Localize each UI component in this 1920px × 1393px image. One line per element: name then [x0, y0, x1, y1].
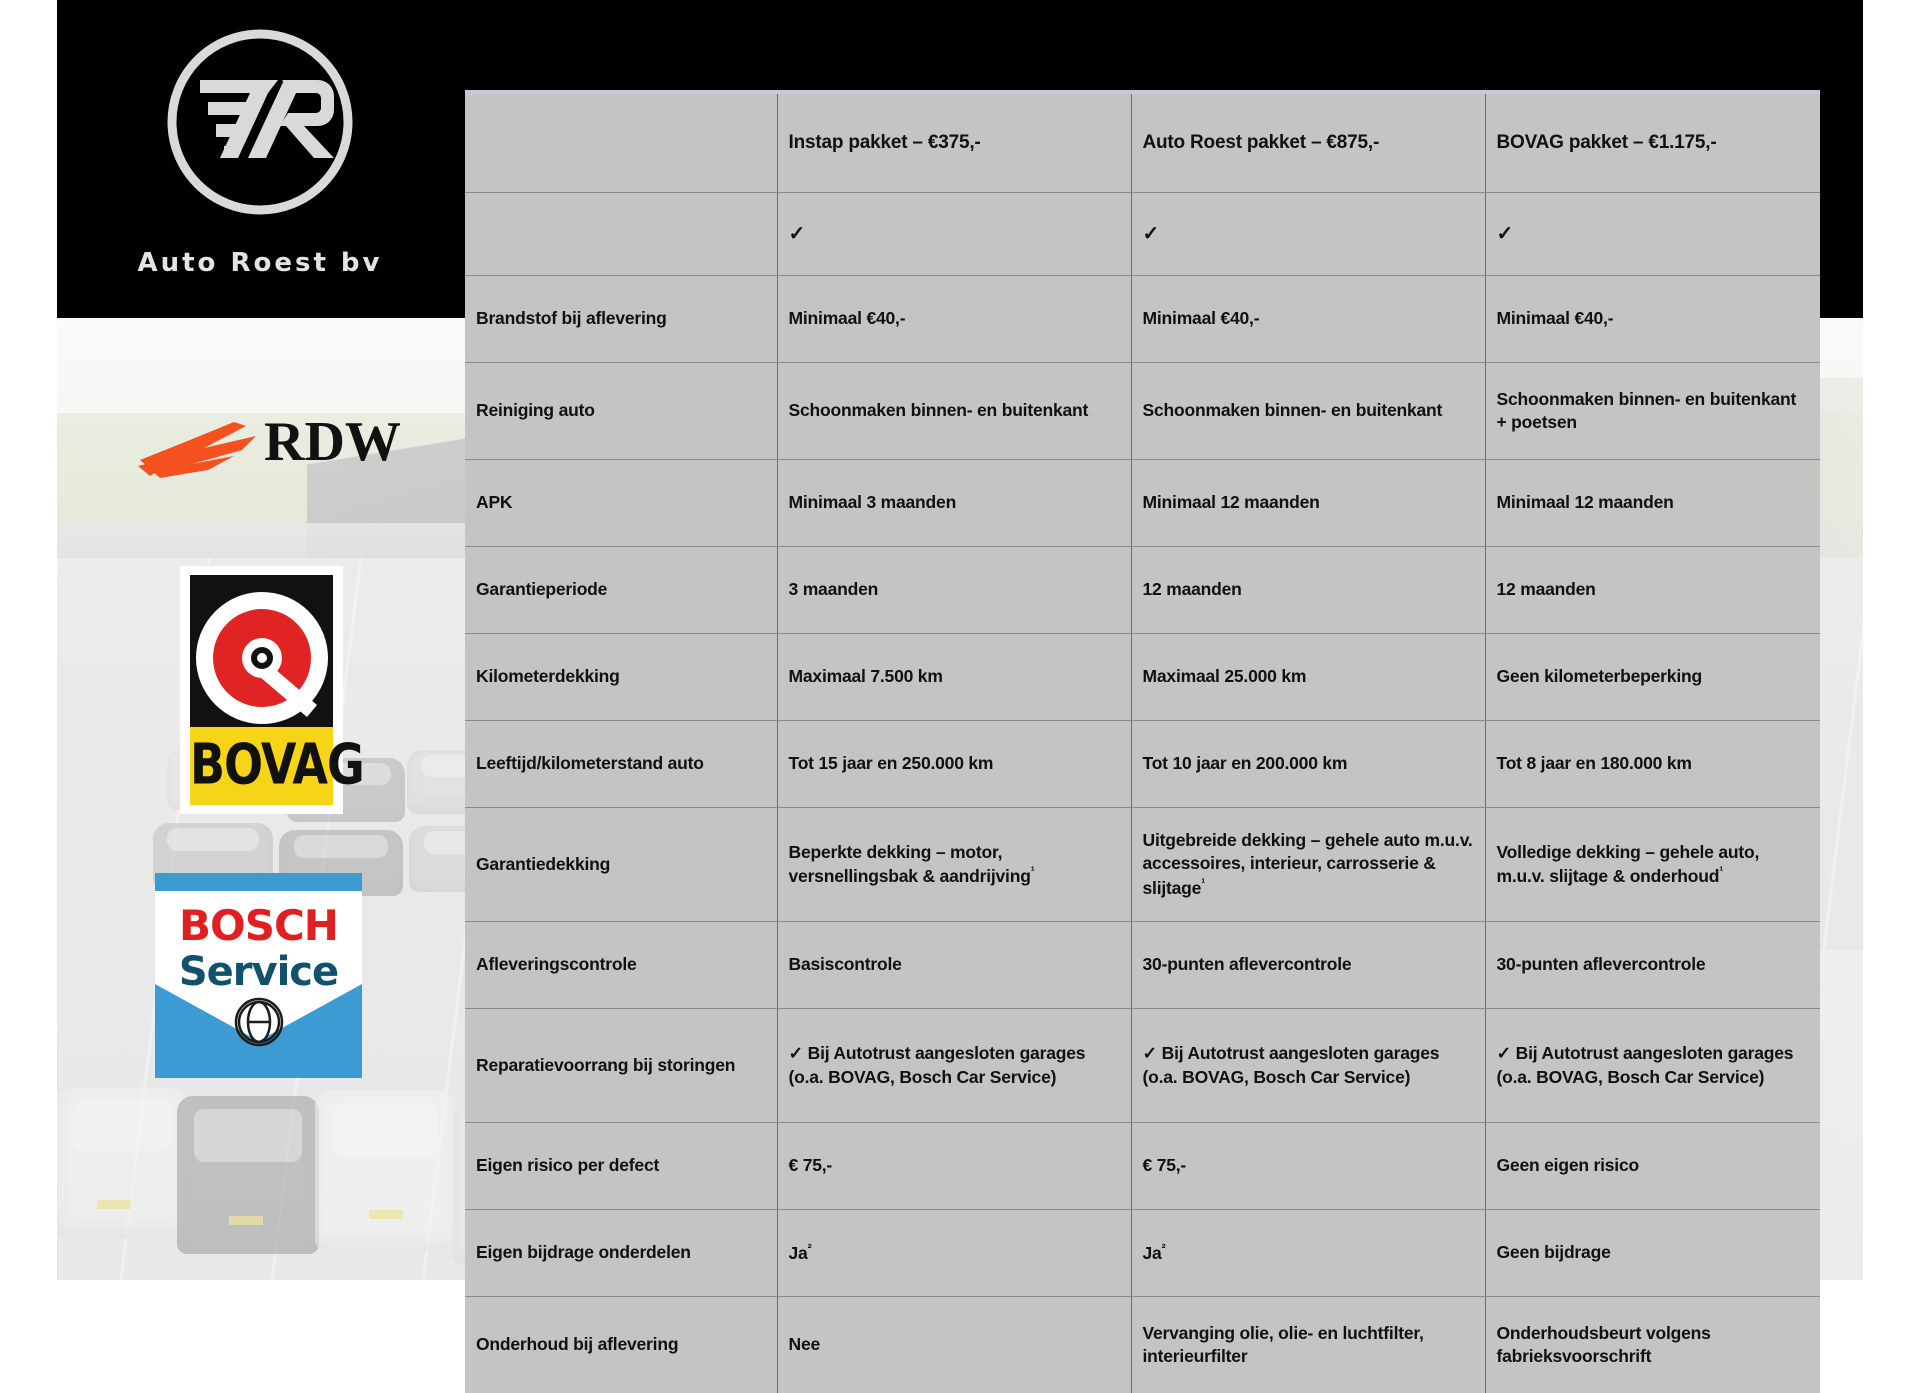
table-cell: Minimaal €40,-	[1485, 276, 1820, 363]
package-comparison-table: Instap pakket – €375,- Auto Roest pakket…	[465, 94, 1820, 1393]
table-cell: Geen bijdrage	[1485, 1210, 1820, 1297]
table-cell: Schoonmaken binnen- en buitenkant	[777, 363, 1131, 460]
row-label: Eigen risico per defect	[465, 1123, 777, 1210]
bosch-wordmark: BOSCH	[155, 901, 362, 950]
row-label: Brandstof bij aflevering	[465, 276, 777, 363]
table-cell: Tot 8 jaar en 180.000 km	[1485, 721, 1820, 808]
brand-name: Auto Roest bv	[57, 248, 463, 278]
row-label: Onderhoud bij aflevering	[465, 1297, 777, 1393]
table-cell: Vervanging olie, olie- en luchtfilter, i…	[1131, 1297, 1485, 1393]
table-cell: ✓ Bij Autotrust aangesloten garages (o.a…	[777, 1009, 1131, 1123]
table-cell: Basiscontrole	[777, 922, 1131, 1009]
row-label: Afleveringscontrole	[465, 922, 777, 1009]
row-label: Reparatievoorrang bij storingen	[465, 1009, 777, 1123]
table-cell: Onderhoudsbeurt volgens fabrieksvoorschr…	[1485, 1297, 1820, 1393]
photo-license-plate	[369, 1210, 403, 1219]
photo-car	[177, 1096, 319, 1254]
bovag-target-icon	[189, 585, 335, 731]
column-header-bovag: BOVAG pakket – €1.175,-	[1485, 94, 1820, 193]
rdw-logo: RDW	[138, 406, 408, 496]
row-label	[465, 193, 777, 276]
table-cell: Minimaal 3 maanden	[777, 460, 1131, 547]
row-label: Eigen bijdrage onderdelen	[465, 1210, 777, 1297]
table-cell: 30-punten aflevercontrole	[1131, 922, 1485, 1009]
bosch-service-logo: BOSCH Service	[155, 873, 362, 1078]
table-cell: 12 maanden	[1131, 547, 1485, 634]
row-label: Garantieperiode	[465, 547, 777, 634]
table-cell: Tot 10 jaar en 200.000 km	[1131, 721, 1485, 808]
table-row: ✓✓✓	[465, 193, 1820, 276]
table-cell: Tot 15 jaar en 250.000 km	[777, 721, 1131, 808]
table-cell: ✓ Bij Autotrust aangesloten garages (o.a…	[1485, 1009, 1820, 1123]
row-label: Reiniging auto	[465, 363, 777, 460]
table-cell: Minimaal 12 maanden	[1131, 460, 1485, 547]
table-cell: Uitgebreide dekking – gehele auto m.u.v.…	[1131, 808, 1485, 922]
table-cell: Maximaal 7.500 km	[777, 634, 1131, 721]
bovag-logo: BOVAG	[180, 566, 343, 814]
bosch-service-wordmark: Service	[155, 949, 362, 995]
cell-check: ✓	[1131, 193, 1485, 276]
table-cell: Ja²	[777, 1210, 1131, 1297]
table-cell: Schoonmaken binnen- en buitenkant + poet…	[1485, 363, 1820, 460]
table-cell: Beperkte dekking – motor, versnellingsba…	[777, 808, 1131, 922]
auto-roest-monogram-icon	[160, 22, 360, 222]
row-label: Garantiedekking	[465, 808, 777, 922]
table-cell: 3 maanden	[777, 547, 1131, 634]
brand-logo-panel: Auto Roest bv	[57, 0, 463, 318]
photo-license-plate	[97, 1200, 131, 1209]
bovag-yellow-band: BOVAG	[190, 727, 333, 805]
photo-license-plate	[229, 1216, 263, 1225]
package-comparison-table-wrapper: Instap pakket – €375,- Auto Roest pakket…	[465, 90, 1820, 1393]
table-header: Instap pakket – €375,- Auto Roest pakket…	[465, 94, 1820, 193]
table-cell: 30-punten aflevercontrole	[1485, 922, 1820, 1009]
table-cell: Ja²	[1131, 1210, 1485, 1297]
table-cell: 12 maanden	[1485, 547, 1820, 634]
column-header-auto-roest: Auto Roest pakket – €875,-	[1131, 94, 1485, 193]
rdw-wordmark: RDW	[264, 414, 401, 470]
table-cell: Geen kilometerbeperking	[1485, 634, 1820, 721]
bosch-emblem-icon	[234, 997, 284, 1047]
photo-car	[57, 1088, 189, 1238]
cell-check: ✓	[1485, 193, 1820, 276]
poster-canvas: Auto Roest bv RDW BOVAG	[0, 0, 1920, 1280]
table-header-row: Instap pakket – €375,- Auto Roest pakket…	[465, 94, 1820, 193]
table-cell: Schoonmaken binnen- en buitenkant	[1131, 363, 1485, 460]
bovag-wordmark: BOVAG	[190, 731, 333, 797]
column-header-feature	[465, 94, 777, 193]
table-cell: € 75,-	[777, 1123, 1131, 1210]
table-row: Eigen risico per defect€ 75,-€ 75,-Geen …	[465, 1123, 1820, 1210]
column-header-instap: Instap pakket – €375,-	[777, 94, 1131, 193]
cell-check: ✓	[777, 193, 1131, 276]
table-cell: Minimaal €40,-	[777, 276, 1131, 363]
row-label: Leeftijd/kilometerstand auto	[465, 721, 777, 808]
table-cell: Geen eigen risico	[1485, 1123, 1820, 1210]
table-cell: ✓ Bij Autotrust aangesloten garages (o.a…	[1131, 1009, 1485, 1123]
table-cell: Minimaal €40,-	[1131, 276, 1485, 363]
photo-car	[315, 1090, 455, 1250]
rdw-bird-icon	[138, 420, 258, 482]
table-cell: Minimaal 12 maanden	[1485, 460, 1820, 547]
table-cell: Nee	[777, 1297, 1131, 1393]
table-row: Reparatievoorrang bij storingen✓ Bij Aut…	[465, 1009, 1820, 1123]
table-cell: Volledige dekking – gehele auto, m.u.v. …	[1485, 808, 1820, 922]
row-label: APK	[465, 460, 777, 547]
row-label: Kilometerdekking	[465, 634, 777, 721]
table-cell: € 75,-	[1131, 1123, 1485, 1210]
table-cell: Maximaal 25.000 km	[1131, 634, 1485, 721]
bovag-logo-inner: BOVAG	[190, 575, 333, 805]
